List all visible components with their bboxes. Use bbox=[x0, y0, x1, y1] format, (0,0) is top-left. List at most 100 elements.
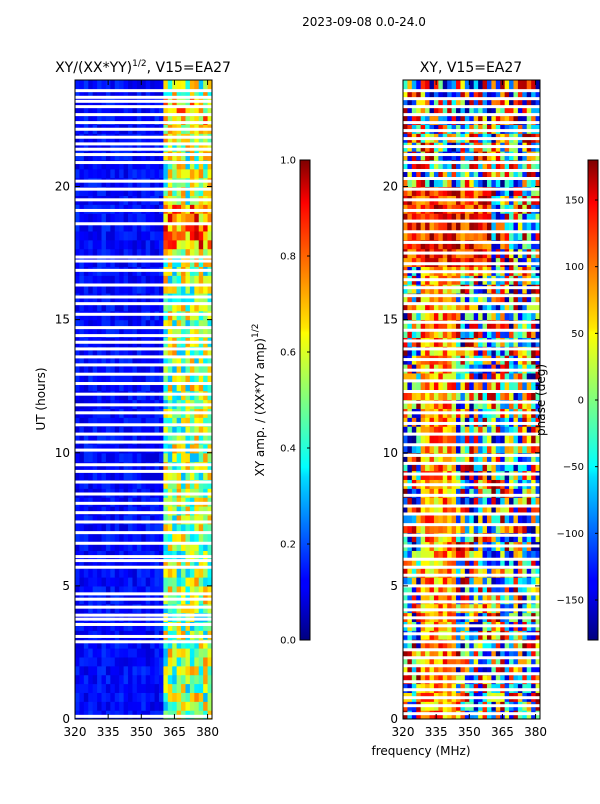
heatmap-cell bbox=[141, 159, 147, 170]
heatmap-cell bbox=[456, 301, 462, 312]
heatmap-cell bbox=[451, 656, 457, 667]
heatmap-cell bbox=[141, 168, 147, 179]
heatmap-cell bbox=[509, 523, 515, 534]
heatmap-cell bbox=[464, 230, 470, 241]
heatmap-cell bbox=[154, 230, 160, 241]
heatmap-cell bbox=[119, 559, 125, 569]
heatmap-cell bbox=[403, 594, 409, 605]
heatmap-cell bbox=[150, 88, 156, 99]
heatmap-cell bbox=[150, 213, 156, 223]
heatmap-cell bbox=[433, 674, 439, 685]
heatmap-cell bbox=[438, 532, 444, 543]
heatmap-cell bbox=[101, 514, 107, 525]
heatmap-cell bbox=[141, 479, 147, 489]
heatmap-cell bbox=[79, 417, 85, 427]
heatmap-cell bbox=[460, 381, 466, 392]
flagged-row bbox=[75, 382, 212, 386]
heatmap-cell bbox=[403, 390, 409, 401]
heatmap-cell bbox=[469, 497, 475, 507]
heatmap-cell bbox=[403, 186, 409, 196]
heatmap-cell bbox=[105, 355, 111, 365]
flagged-row bbox=[75, 531, 212, 535]
heatmap-cell bbox=[105, 577, 111, 587]
heatmap-cell bbox=[181, 541, 187, 551]
heatmap-cell bbox=[167, 523, 173, 534]
heatmap-cell bbox=[119, 426, 125, 436]
heatmap-cell bbox=[203, 532, 209, 543]
heatmap-cell bbox=[460, 497, 466, 507]
heatmap-cell bbox=[411, 213, 417, 223]
heatmap-cell bbox=[154, 381, 160, 392]
flagged-row bbox=[75, 463, 212, 467]
heatmap-cell bbox=[141, 656, 147, 667]
heatmap-cell bbox=[429, 426, 435, 436]
heatmap-cell bbox=[123, 159, 129, 170]
heatmap-cell bbox=[491, 559, 497, 569]
heatmap-cell bbox=[132, 80, 138, 90]
heatmap-cell bbox=[158, 301, 164, 312]
heatmap-cell bbox=[438, 177, 444, 188]
heatmap-cell bbox=[451, 177, 457, 188]
heatmap-cell bbox=[486, 488, 492, 498]
heatmap-cell bbox=[407, 639, 413, 649]
heatmap-cell bbox=[172, 284, 178, 294]
heatmap-cell bbox=[207, 88, 212, 99]
flagged-row bbox=[75, 565, 212, 569]
heatmap-cell bbox=[79, 674, 85, 685]
heatmap-cell bbox=[154, 665, 160, 676]
heatmap-cell bbox=[150, 417, 156, 427]
heatmap-cell bbox=[110, 417, 116, 427]
heatmap-cell bbox=[97, 452, 103, 463]
heatmap-cell bbox=[495, 328, 501, 338]
heatmap-cell bbox=[150, 426, 156, 436]
heatmap-cell bbox=[473, 177, 479, 188]
heatmap-cell bbox=[420, 452, 426, 463]
heatmap-cell bbox=[517, 568, 523, 578]
heatmap-cell bbox=[531, 239, 537, 250]
heatmap-cell bbox=[198, 168, 204, 179]
heatmap-cell bbox=[181, 568, 187, 578]
heatmap-cell bbox=[207, 568, 212, 578]
heatmap-cell bbox=[176, 665, 182, 676]
flagged-row bbox=[403, 320, 540, 324]
heatmap-cell bbox=[500, 230, 506, 241]
heatmap-cell bbox=[513, 426, 519, 436]
heatmap-cell bbox=[207, 168, 212, 179]
heatmap-cell bbox=[478, 239, 484, 250]
heatmap-cell bbox=[531, 585, 537, 596]
heatmap-cell bbox=[535, 177, 540, 188]
heatmap-cell bbox=[522, 88, 528, 99]
heatmap-cell bbox=[416, 559, 422, 569]
heatmap-cell bbox=[132, 159, 138, 170]
heatmap-cell bbox=[513, 301, 519, 312]
heatmap-cell bbox=[403, 301, 409, 312]
heatmap-cell bbox=[145, 585, 151, 596]
heatmap-cell bbox=[464, 346, 470, 356]
heatmap-cell bbox=[167, 168, 173, 179]
heatmap-cell bbox=[88, 532, 94, 543]
heatmap-cell bbox=[504, 665, 510, 676]
heatmap-cell bbox=[75, 577, 81, 587]
heatmap-cell bbox=[119, 106, 125, 117]
heatmap-cell bbox=[92, 355, 98, 365]
heatmap-cell bbox=[500, 346, 506, 356]
heatmap-cell bbox=[189, 541, 195, 551]
heatmap-cell bbox=[203, 435, 209, 445]
heatmap-cell bbox=[119, 639, 125, 649]
heatmap-cell bbox=[141, 612, 147, 622]
heatmap-cell bbox=[194, 115, 200, 125]
heatmap-cell bbox=[442, 168, 448, 179]
heatmap-cell bbox=[526, 594, 532, 605]
heatmap-cell bbox=[194, 514, 200, 525]
heatmap-cell bbox=[83, 239, 89, 250]
heatmap-cell bbox=[531, 399, 537, 409]
heatmap-cell bbox=[136, 674, 142, 685]
heatmap-cell bbox=[128, 514, 134, 525]
heatmap-cell bbox=[189, 532, 195, 543]
heatmap-cell bbox=[97, 541, 103, 551]
heatmap-cell bbox=[403, 523, 409, 534]
heatmap-cell bbox=[403, 514, 409, 525]
heatmap-cell bbox=[198, 479, 204, 489]
heatmap-cell bbox=[92, 106, 98, 117]
